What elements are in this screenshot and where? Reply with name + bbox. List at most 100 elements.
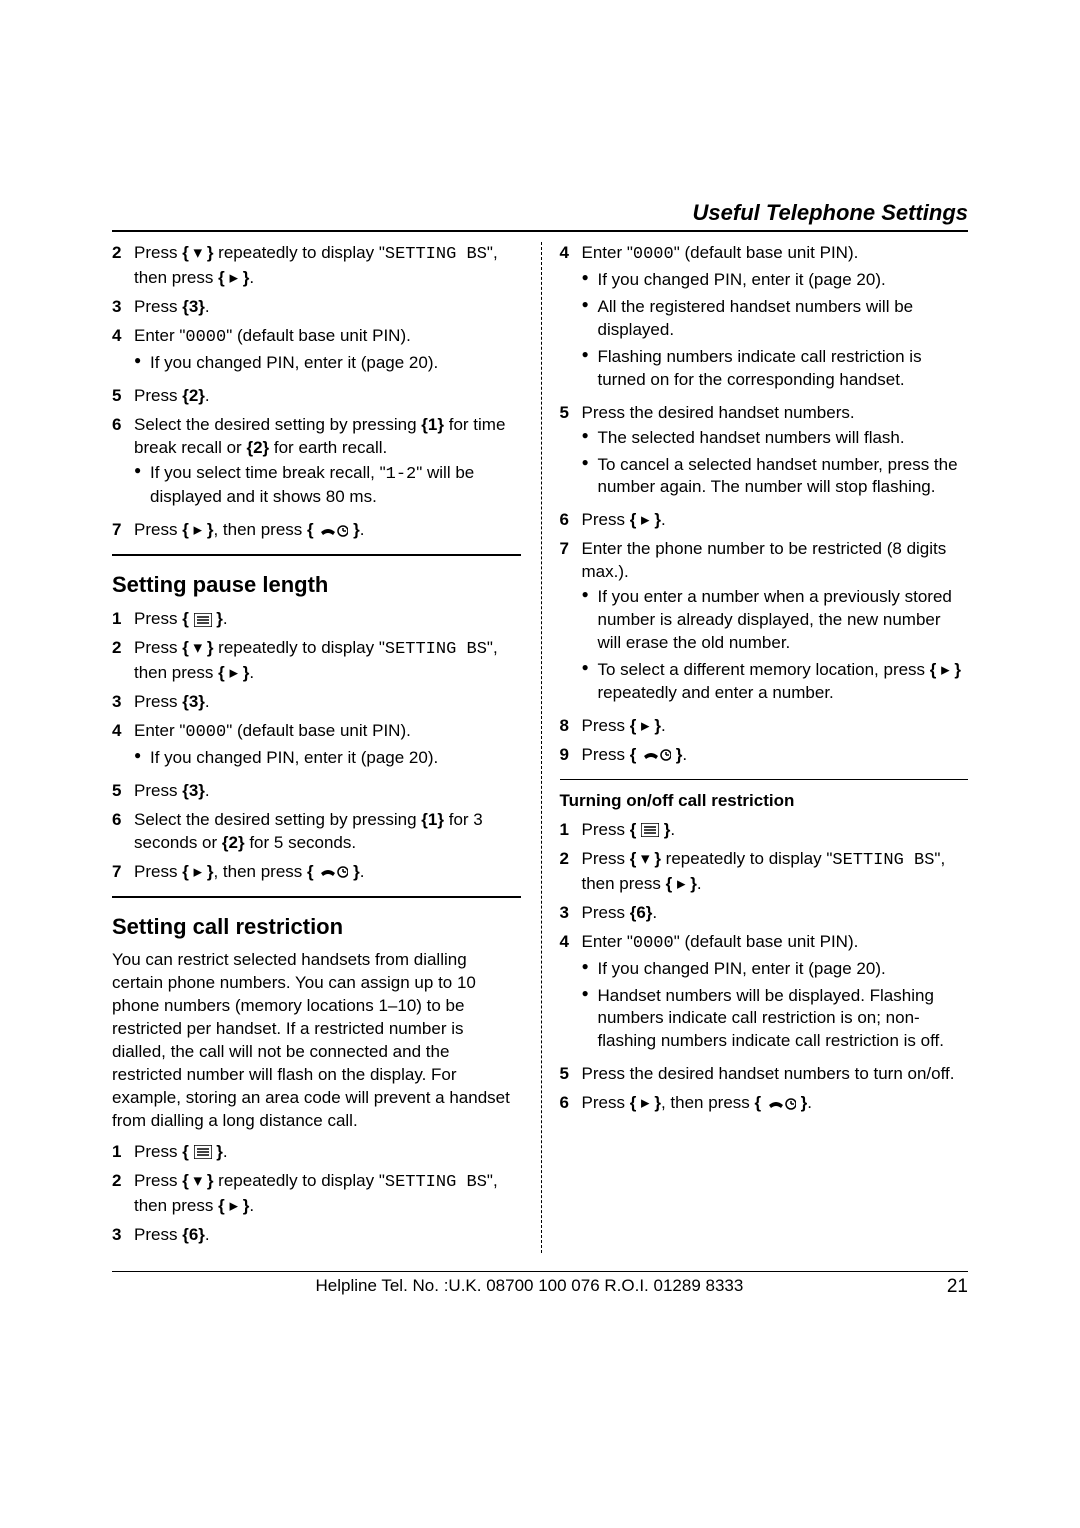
step-number: 2 (112, 242, 134, 290)
hangup-icon (641, 748, 671, 762)
right-arrow-icon: ▸ (229, 1195, 238, 1218)
step-item: 6Select the desired setting by pressing … (112, 809, 521, 855)
page-number: 21 (947, 1276, 968, 1298)
menu-icon (641, 823, 659, 837)
step-item: 4Enter "0000" (default base unit PIN).If… (112, 325, 521, 379)
page-header: Useful Telephone Settings (112, 200, 968, 232)
bullet-item: If you enter a number when a previously … (582, 586, 969, 655)
step-item: 4Enter "0000" (default base unit PIN).If… (560, 931, 969, 1058)
step-number: 5 (560, 402, 582, 504)
right-arrow-icon: ▸ (641, 715, 650, 738)
step-number: 4 (560, 242, 582, 396)
right-arrow-icon: ▸ (641, 1092, 650, 1115)
step-item: 2Press { ▾ } repeatedly to display "SETT… (560, 848, 969, 896)
bullet-item: Handset numbers will be displayed. Flash… (582, 985, 969, 1054)
section-heading: Setting pause length (112, 570, 521, 600)
step-number: 4 (560, 931, 582, 1058)
bullet-item: The selected handset numbers will flash. (582, 427, 969, 450)
menu-icon (194, 613, 212, 627)
right-arrow-icon: ▸ (677, 873, 686, 896)
left-column: 2Press { ▾ } repeatedly to display "SETT… (112, 242, 521, 1253)
step-item: 5Press {2}. (112, 385, 521, 408)
step-number: 8 (560, 715, 582, 738)
step-item: 9Press { }. (560, 744, 969, 767)
step-number: 6 (560, 509, 582, 532)
bullet-item: If you changed PIN, enter it (page 20). (582, 958, 969, 981)
step-item: 6Press { ▸ }, then press { }. (560, 1092, 969, 1115)
step-item: 3Press {6}. (112, 1224, 521, 1247)
step-number: 7 (112, 519, 134, 542)
step-number: 7 (560, 538, 582, 709)
step-item: 2Press { ▾ } repeatedly to display "SETT… (112, 1170, 521, 1218)
step-number: 4 (112, 325, 134, 379)
step-number: 1 (112, 608, 134, 631)
step-number: 3 (112, 691, 134, 714)
step-item: 5Press the desired handset numbers to tu… (560, 1063, 969, 1086)
step-number: 7 (112, 861, 134, 884)
bullet-item: If you changed PIN, enter it (page 20). (134, 352, 521, 375)
steps-list: 1Press { }. 2Press { ▾ } repeatedly to di… (112, 1141, 521, 1247)
bullet-item: To cancel a selected handset number, pre… (582, 454, 969, 500)
step-item: 7Press { ▸ }, then press { }. (112, 861, 521, 884)
subsection-heading: Turning on/off call restriction (560, 790, 969, 813)
step-number: 1 (112, 1141, 134, 1164)
step-number: 6 (112, 414, 134, 514)
step-item: 3Press {3}. (112, 296, 521, 319)
step-item: 1Press { }. (112, 1141, 521, 1164)
right-arrow-icon: ▸ (194, 861, 203, 884)
right-column: 4Enter "0000" (default base unit PIN).If… (541, 242, 969, 1253)
step-number: 6 (560, 1092, 582, 1115)
bullet-item: All the registered handset numbers will … (582, 296, 969, 342)
hangup-icon (318, 865, 348, 879)
page-footer: Helpline Tel. No. :U.K. 08700 100 076 R.… (112, 1271, 968, 1298)
step-item: 2Press { ▾ } repeatedly to display "SETT… (112, 637, 521, 685)
step-item: 1Press { }. (560, 819, 969, 842)
step-number: 5 (112, 385, 134, 408)
menu-icon (194, 1145, 212, 1159)
right-arrow-icon: ▸ (641, 509, 650, 532)
steps-list: 4Enter "0000" (default base unit PIN).If… (560, 242, 969, 767)
bullet-item: If you changed PIN, enter it (page 20). (134, 747, 521, 770)
section-heading: Setting call restriction (112, 912, 521, 942)
step-number: 6 (112, 809, 134, 855)
step-item: 2Press { ▾ } repeatedly to display "SETT… (112, 242, 521, 290)
step-item: 6Press { ▸ }. (560, 509, 969, 532)
step-item: 7Press { ▸ }, then press { }. (112, 519, 521, 542)
step-number: 2 (112, 1170, 134, 1218)
right-arrow-icon: ▸ (229, 662, 238, 685)
steps-list: 1Press { }. 2Press { ▾ } repeatedly to di… (560, 819, 969, 1115)
step-item: 3Press {3}. (112, 691, 521, 714)
helpline-text: Helpline Tel. No. :U.K. 08700 100 076 R.… (112, 1276, 947, 1298)
step-item: 6Select the desired setting by pressing … (112, 414, 521, 514)
down-arrow-icon: ▾ (194, 1170, 203, 1193)
down-arrow-icon: ▾ (194, 242, 203, 265)
right-arrow-icon: ▸ (229, 267, 238, 290)
bullet-item: If you changed PIN, enter it (page 20). (582, 269, 969, 292)
step-number: 4 (112, 720, 134, 774)
step-number: 5 (112, 780, 134, 803)
steps-list: 1Press { }.2Press { ▾ } repeatedly to di… (112, 608, 521, 883)
step-item: 5Press the desired handset numbers.The s… (560, 402, 969, 504)
hangup-icon (766, 1097, 796, 1111)
step-number: 5 (560, 1063, 582, 1086)
down-arrow-icon: ▾ (641, 848, 650, 871)
bullet-item: If you select time break recall, "1-2" w… (134, 462, 521, 510)
step-item: 3Press {6}. (560, 902, 969, 925)
hangup-icon (318, 524, 348, 538)
right-arrow-icon: ▸ (941, 659, 950, 682)
steps-list: 2Press { ▾ } repeatedly to display "SETT… (112, 242, 521, 542)
step-number: 3 (560, 902, 582, 925)
down-arrow-icon: ▾ (194, 637, 203, 660)
step-item: 5Press {3}. (112, 780, 521, 803)
bullet-item: To select a different memory location, p… (582, 659, 969, 705)
paragraph: You can restrict selected handsets from … (112, 949, 521, 1133)
step-number: 1 (560, 819, 582, 842)
bullet-item: Flashing numbers indicate call restricti… (582, 346, 969, 392)
step-number: 2 (112, 637, 134, 685)
step-item: 8Press { ▸ }. (560, 715, 969, 738)
step-item: 7Enter the phone number to be restricted… (560, 538, 969, 709)
step-number: 2 (560, 848, 582, 896)
step-item: 4Enter "0000" (default base unit PIN).If… (560, 242, 969, 396)
right-arrow-icon: ▸ (194, 519, 203, 542)
step-number: 3 (112, 1224, 134, 1247)
